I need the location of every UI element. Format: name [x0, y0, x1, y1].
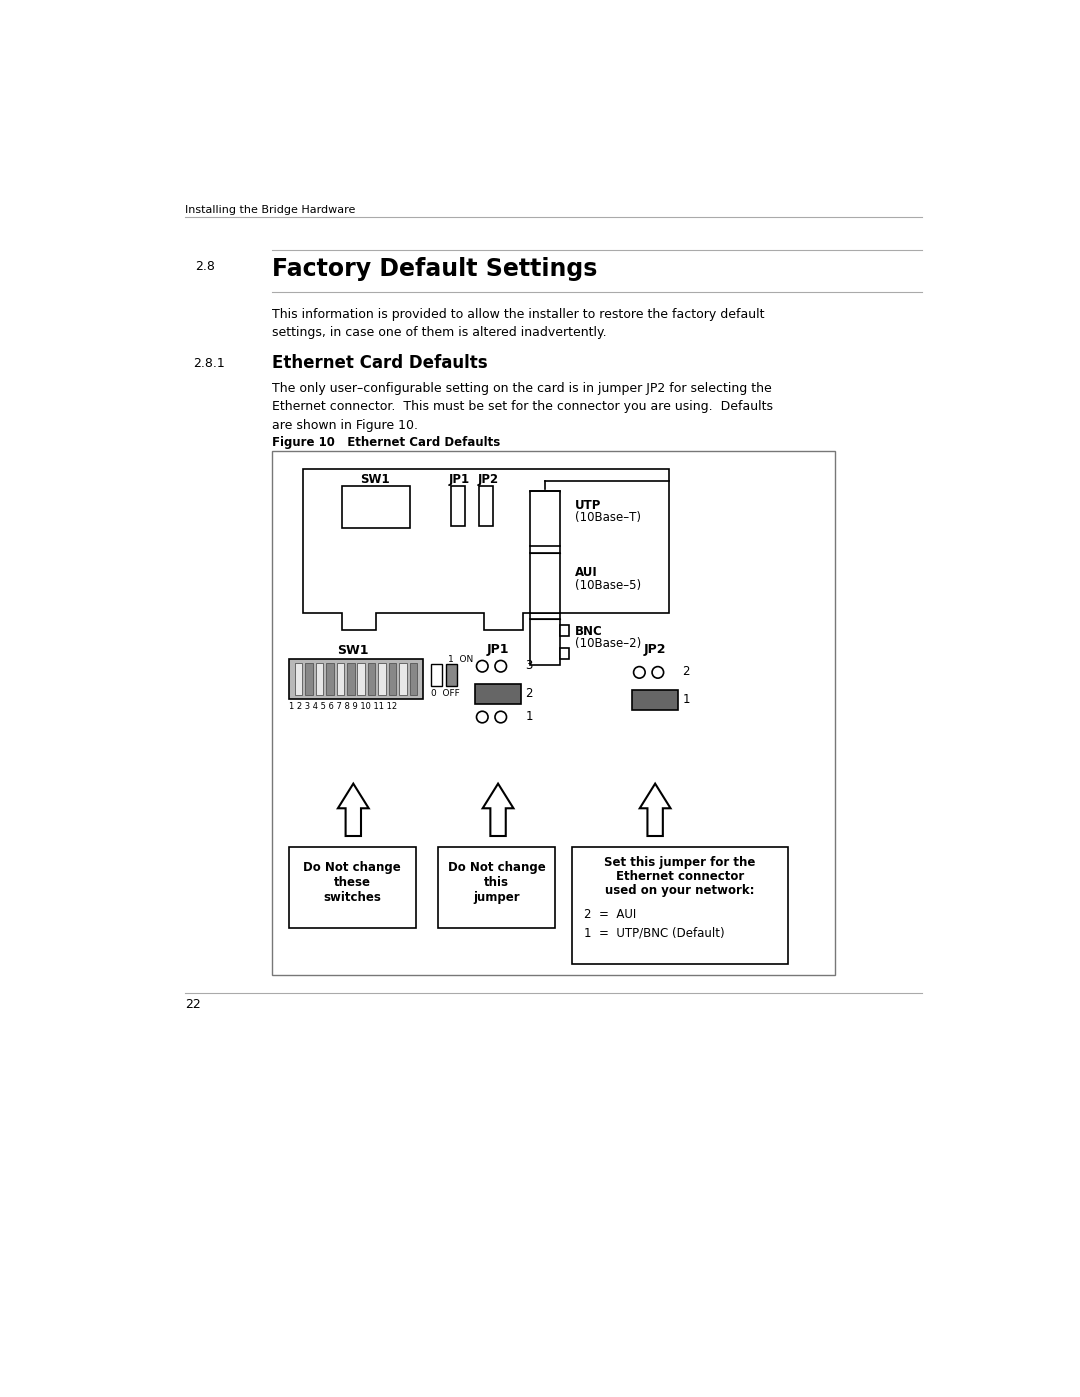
Bar [632, 690, 678, 710]
Text: JP2: JP2 [644, 644, 666, 657]
Text: AUI: AUI [575, 567, 598, 580]
Text: 1  ON: 1 ON [448, 655, 473, 664]
Text: (10Base–5): (10Base–5) [575, 578, 642, 592]
Text: JP2: JP2 [477, 474, 499, 486]
Bar [559, 624, 569, 636]
Text: used on your network:: used on your network: [605, 884, 755, 897]
Bar [337, 662, 345, 696]
Text: Ethernet connector: Ethernet connector [616, 870, 744, 883]
Circle shape [652, 666, 663, 678]
Bar [288, 659, 423, 698]
Text: 3: 3 [525, 659, 532, 672]
Bar [446, 665, 457, 686]
Text: 1 2 3 4 5 6 7 8 9 10 11 12: 1 2 3 4 5 6 7 8 9 10 11 12 [288, 703, 396, 711]
Text: Set this jumper for the: Set this jumper for the [604, 856, 756, 869]
Bar [288, 847, 416, 928]
Bar [475, 683, 521, 704]
Circle shape [634, 666, 645, 678]
Polygon shape [338, 784, 368, 835]
Text: BNC: BNC [575, 624, 603, 638]
Bar [431, 665, 442, 686]
Bar [559, 648, 569, 659]
Text: 2.8.1: 2.8.1 [193, 358, 225, 370]
Text: Do Not change: Do Not change [447, 861, 545, 873]
Bar [326, 662, 334, 696]
Text: Installing the Bridge Hardware: Installing the Bridge Hardware [186, 204, 355, 215]
Text: (10Base–2): (10Base–2) [575, 637, 642, 651]
Bar [306, 662, 313, 696]
Text: Do Not change: Do Not change [303, 861, 401, 873]
Text: jumper: jumper [473, 891, 519, 904]
Bar [378, 662, 386, 696]
Bar [357, 662, 365, 696]
Text: 22: 22 [186, 997, 201, 1010]
Circle shape [476, 661, 488, 672]
Text: 2  =  AUI: 2 = AUI [584, 908, 636, 922]
Text: Ethernet Card Defaults: Ethernet Card Defaults [272, 353, 488, 372]
Text: switches: switches [323, 891, 381, 904]
Bar [572, 847, 787, 964]
Bar [409, 662, 417, 696]
Text: 1: 1 [525, 710, 532, 722]
Bar [400, 662, 407, 696]
Text: Factory Default Settings: Factory Default Settings [272, 257, 598, 281]
Bar [368, 662, 376, 696]
Text: SW1: SW1 [360, 474, 390, 486]
Bar [315, 662, 323, 696]
Polygon shape [639, 784, 671, 835]
Text: JP1: JP1 [449, 474, 470, 486]
Circle shape [476, 711, 488, 722]
Bar [451, 486, 465, 525]
Bar [295, 662, 302, 696]
Text: Figure 10   Ethernet Card Defaults: Figure 10 Ethernet Card Defaults [272, 436, 501, 448]
Text: 2: 2 [683, 665, 690, 678]
Bar [530, 490, 559, 546]
Bar [530, 553, 559, 613]
Circle shape [495, 661, 507, 672]
Circle shape [495, 711, 507, 722]
Text: 0  OFF: 0 OFF [431, 689, 460, 698]
Bar [478, 486, 492, 525]
Bar [530, 619, 559, 665]
Text: 2.8: 2.8 [195, 260, 215, 272]
Bar [347, 662, 354, 696]
Text: SW1: SW1 [338, 644, 369, 657]
Text: 2: 2 [525, 686, 532, 700]
Bar [389, 662, 396, 696]
Text: JP1: JP1 [487, 644, 510, 657]
Polygon shape [303, 469, 669, 630]
Text: 1  =  UTP/BNC (Default): 1 = UTP/BNC (Default) [584, 926, 725, 940]
Bar [438, 847, 555, 928]
Bar [272, 451, 835, 975]
Bar [341, 486, 409, 528]
Text: these: these [334, 876, 370, 888]
Text: This information is provided to allow the installer to restore the factory defau: This information is provided to allow th… [272, 307, 765, 339]
Polygon shape [483, 784, 513, 835]
Text: this: this [484, 876, 509, 888]
Text: UTP: UTP [575, 499, 602, 511]
Text: 1: 1 [683, 693, 690, 705]
Text: (10Base–T): (10Base–T) [575, 511, 642, 524]
Text: The only user–configurable setting on the card is in jumper JP2 for selecting th: The only user–configurable setting on th… [272, 381, 773, 432]
